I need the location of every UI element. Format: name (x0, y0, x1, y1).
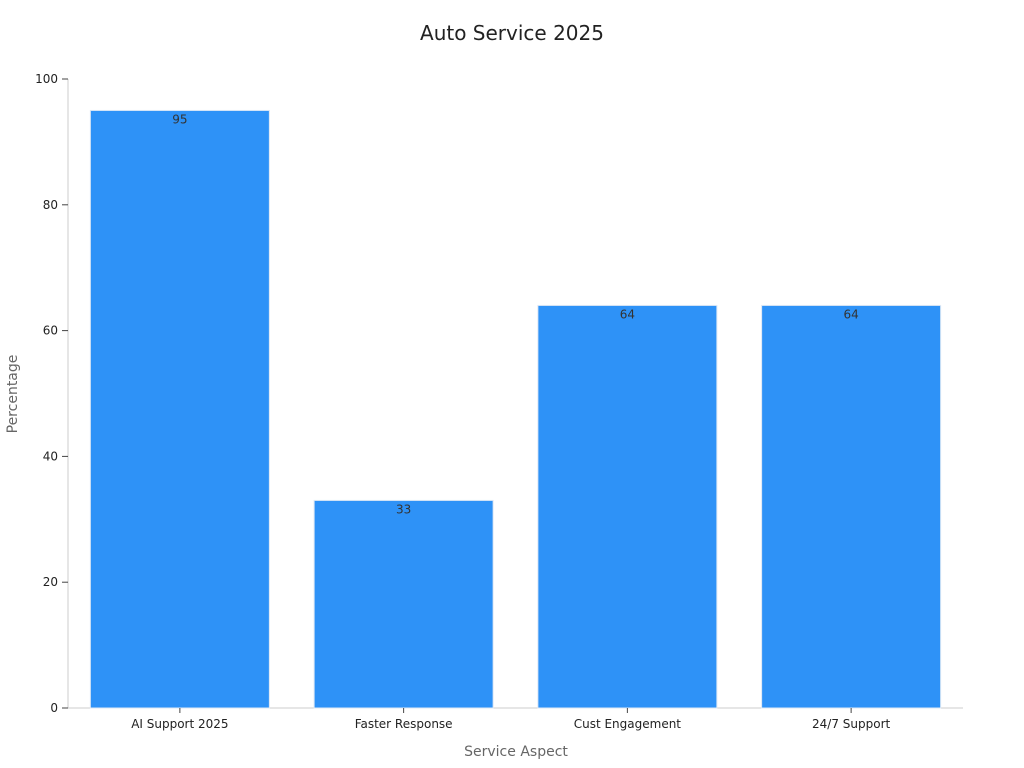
x-tick-label: Cust Engagement (574, 717, 682, 731)
y-axis-ticks: 0 20 40 60 80 100 (35, 72, 68, 715)
data-label: 33 (396, 502, 411, 516)
bar (89, 109, 270, 709)
x-axis-title: Service Aspect (464, 744, 568, 760)
y-tick-label: 100 (35, 72, 58, 86)
y-tick-label: 20 (43, 575, 58, 589)
bar (313, 499, 494, 709)
y-axis-title: Percentage (5, 355, 21, 434)
bar (537, 304, 718, 709)
x-tick-label: 24/7 Support (812, 717, 890, 731)
data-label: 64 (843, 307, 858, 321)
bars (89, 109, 942, 709)
y-tick-label: 80 (43, 198, 58, 212)
data-label: 95 (172, 112, 187, 126)
x-axis-ticks: AI Support 2025 Faster Response Cust Engag… (131, 708, 891, 731)
data-label: 64 (620, 307, 635, 321)
x-tick-label: Faster Response (355, 717, 453, 731)
data-labels: 95 33 64 64 (172, 112, 859, 516)
y-tick-label: 60 (43, 324, 58, 338)
y-tick-label: 40 (43, 449, 58, 463)
chart-title: Auto Service 2025 (420, 21, 604, 45)
bar (761, 304, 942, 709)
y-tick-label: 0 (50, 701, 58, 715)
x-tick-label: AI Support 2025 (131, 717, 228, 731)
